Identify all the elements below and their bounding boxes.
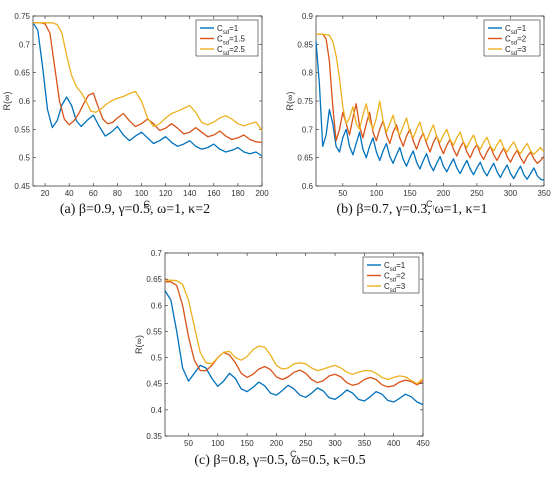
y-tick-label: 0.5	[151, 354, 163, 363]
x-axis-label: Cl	[290, 449, 298, 462]
x-tick-label: 350	[358, 439, 372, 448]
y-tick-label: 0.75	[297, 97, 313, 106]
y-tick-label: 0.45	[14, 182, 30, 191]
x-tick-label: 400	[387, 439, 401, 448]
y-tick-label: 0.6	[151, 301, 163, 310]
series-line-3	[316, 33, 545, 155]
x-tick-label: 180	[231, 189, 245, 198]
y-axis-label: R(∞)	[285, 92, 295, 111]
y-axis-label: R(∞)	[134, 335, 144, 354]
x-axis-label: Cl	[426, 199, 434, 212]
x-tick-label: 150	[240, 439, 254, 448]
y-tick-label: 0.4	[151, 406, 163, 415]
x-tick-label: 100	[135, 189, 149, 198]
y-tick-label: 0.6	[19, 97, 31, 106]
x-tick-label: 350	[537, 189, 551, 198]
y-axis-label: R(∞)	[2, 92, 12, 111]
series-line-2	[33, 22, 263, 144]
x-tick-label: 100	[211, 439, 225, 448]
y-tick-label: 0.7	[19, 40, 31, 49]
chart-panel-c: 50 100 150 200 250 300 350 400 450 0.35 0.4 0.45 0.5…	[130, 240, 430, 484]
series-line-1	[164, 290, 424, 406]
chart-a-svg: 20 40 60 80 100 120 140 160 180 200 0.45 0.5 0.55 0.6…	[2, 12, 269, 212]
y-tick-label: 0.9	[302, 12, 314, 21]
caption-a: (a) β=0.9, γ=0.5, ω=1, κ=2	[59, 202, 211, 217]
x-tick-label: 50	[184, 439, 193, 448]
x-tick-label: 200	[270, 439, 284, 448]
chart-panel-a: 20 40 60 80 100 120 140 160 180 200 0.45 0.5 0.55 0.6…	[0, 0, 276, 240]
x-tick-label: 150	[403, 189, 417, 198]
series-line-2	[316, 33, 545, 164]
x-tick-label: 100	[370, 189, 384, 198]
x-tick-label: 120	[159, 189, 173, 198]
x-tick-label: 50	[338, 189, 347, 198]
y-tick-label: 0.35	[146, 432, 162, 441]
y-tick-label: 0.55	[146, 327, 162, 336]
y-tick-label: 0.65	[146, 275, 162, 284]
chart-c-svg: 50 100 150 200 250 300 350 400 450 0.35 0.4 0.45 0.5…	[134, 249, 430, 462]
x-tick-label: 40	[65, 189, 74, 198]
x-tick-label: 300	[504, 189, 518, 198]
y-tick-label: 0.7	[302, 125, 314, 134]
x-tick-label: 140	[183, 189, 197, 198]
x-tick-label: 250	[299, 439, 313, 448]
series-line-3	[33, 22, 263, 131]
y-tick-label: 0.65	[14, 69, 30, 78]
x-tick-label: 20	[41, 189, 50, 198]
caption-b: (b) β=0.7, γ=0.3, ω=1, κ=1	[336, 202, 488, 217]
x-tick-label: 60	[89, 189, 98, 198]
series-line-3	[165, 279, 424, 385]
y-tick-label: 0.8	[302, 69, 314, 78]
series-line-1	[315, 41, 545, 181]
x-tick-label: 250	[470, 189, 484, 198]
chart-panel-b: 50 100 150 200 250 300 350 0.6 0.65 0.7 0.75 0.8 0.8…	[276, 0, 554, 240]
y-tick-label: 0.45	[146, 380, 162, 389]
y-tick-label: 0.85	[297, 40, 313, 49]
caption-c: (c) β=0.8, γ=0.5, ω=0.5, κ=0.5	[194, 453, 366, 468]
y-tick-label: 0.75	[14, 12, 30, 21]
x-tick-label: 80	[113, 189, 122, 198]
series-line-1	[32, 22, 263, 157]
series-line-2	[165, 281, 424, 388]
y-tick-label: 0.65	[297, 154, 313, 163]
x-tick-label: 450	[416, 439, 430, 448]
chart-b-svg: 50 100 150 200 250 300 350 0.6 0.65 0.7 0.75 0.8 0.8…	[285, 12, 551, 212]
x-tick-label: 300	[328, 439, 342, 448]
x-tick-label: 200	[255, 189, 269, 198]
x-axis-label: Cl	[144, 199, 152, 212]
y-tick-label: 0.7	[151, 249, 163, 258]
y-tick-label: 0.6	[302, 182, 314, 191]
x-tick-label: 200	[437, 189, 451, 198]
y-tick-label: 0.5	[19, 154, 31, 163]
x-tick-label: 160	[207, 189, 221, 198]
y-tick-label: 0.55	[14, 125, 30, 134]
